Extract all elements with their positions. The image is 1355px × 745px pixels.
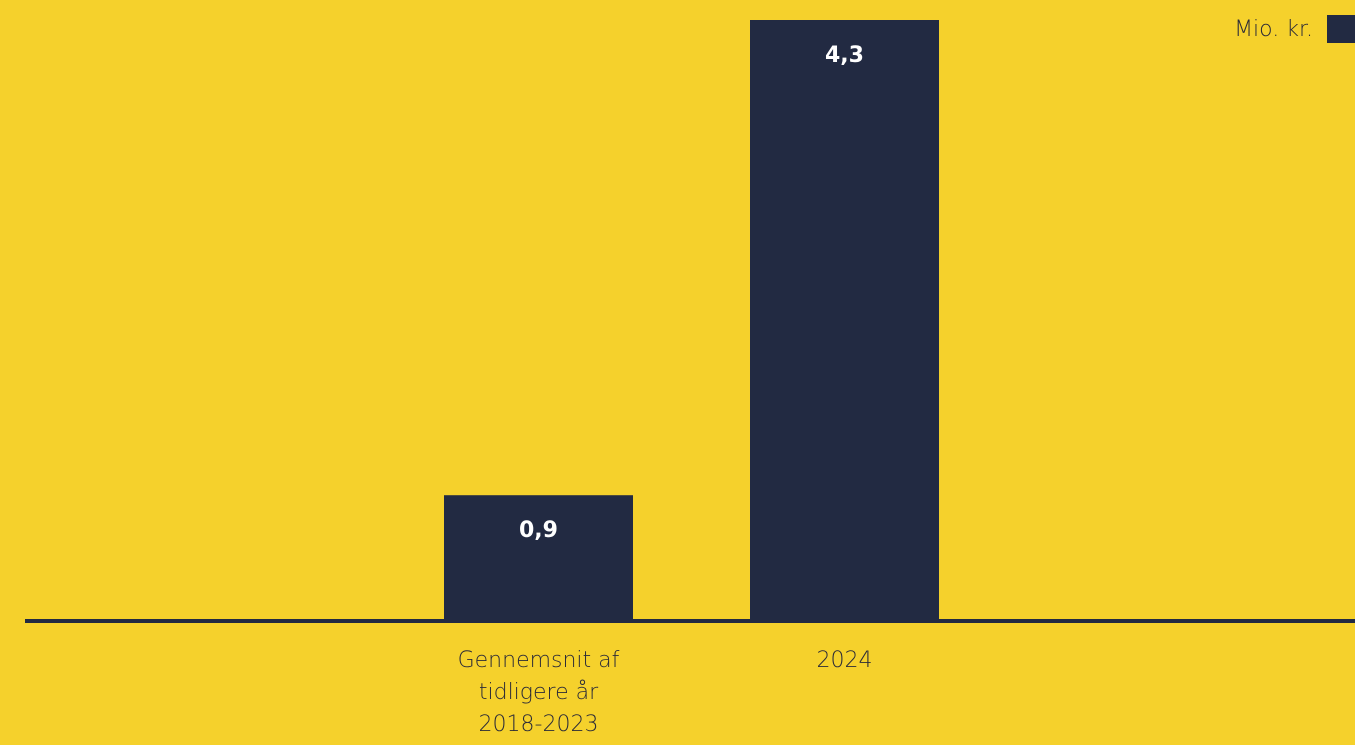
legend: Mio. kr. — [1234, 15, 1355, 43]
value-label-1: 4,3 — [825, 43, 864, 68]
category-label-1-line-0: 2024 — [816, 648, 873, 673]
value-labels-group: 0,9 4,3 — [519, 43, 864, 543]
bars-group — [444, 20, 939, 621]
category-label-0-line-0: Gennemsnit af — [457, 648, 620, 673]
legend-swatch — [1327, 15, 1355, 43]
bar-1 — [750, 20, 939, 621]
category-label-0: Gennemsnit af tidligere år 2018-2023 — [419, 645, 659, 741]
category-label-0-line-1: tidligere år — [478, 680, 599, 705]
category-label-0-line-2: 2018-2023 — [478, 712, 599, 737]
value-label-0: 0,9 — [519, 518, 558, 543]
legend-label: Mio. kr. — [1234, 16, 1313, 42]
bar-0 — [444, 495, 633, 621]
category-label-1: 2024 — [725, 645, 965, 677]
